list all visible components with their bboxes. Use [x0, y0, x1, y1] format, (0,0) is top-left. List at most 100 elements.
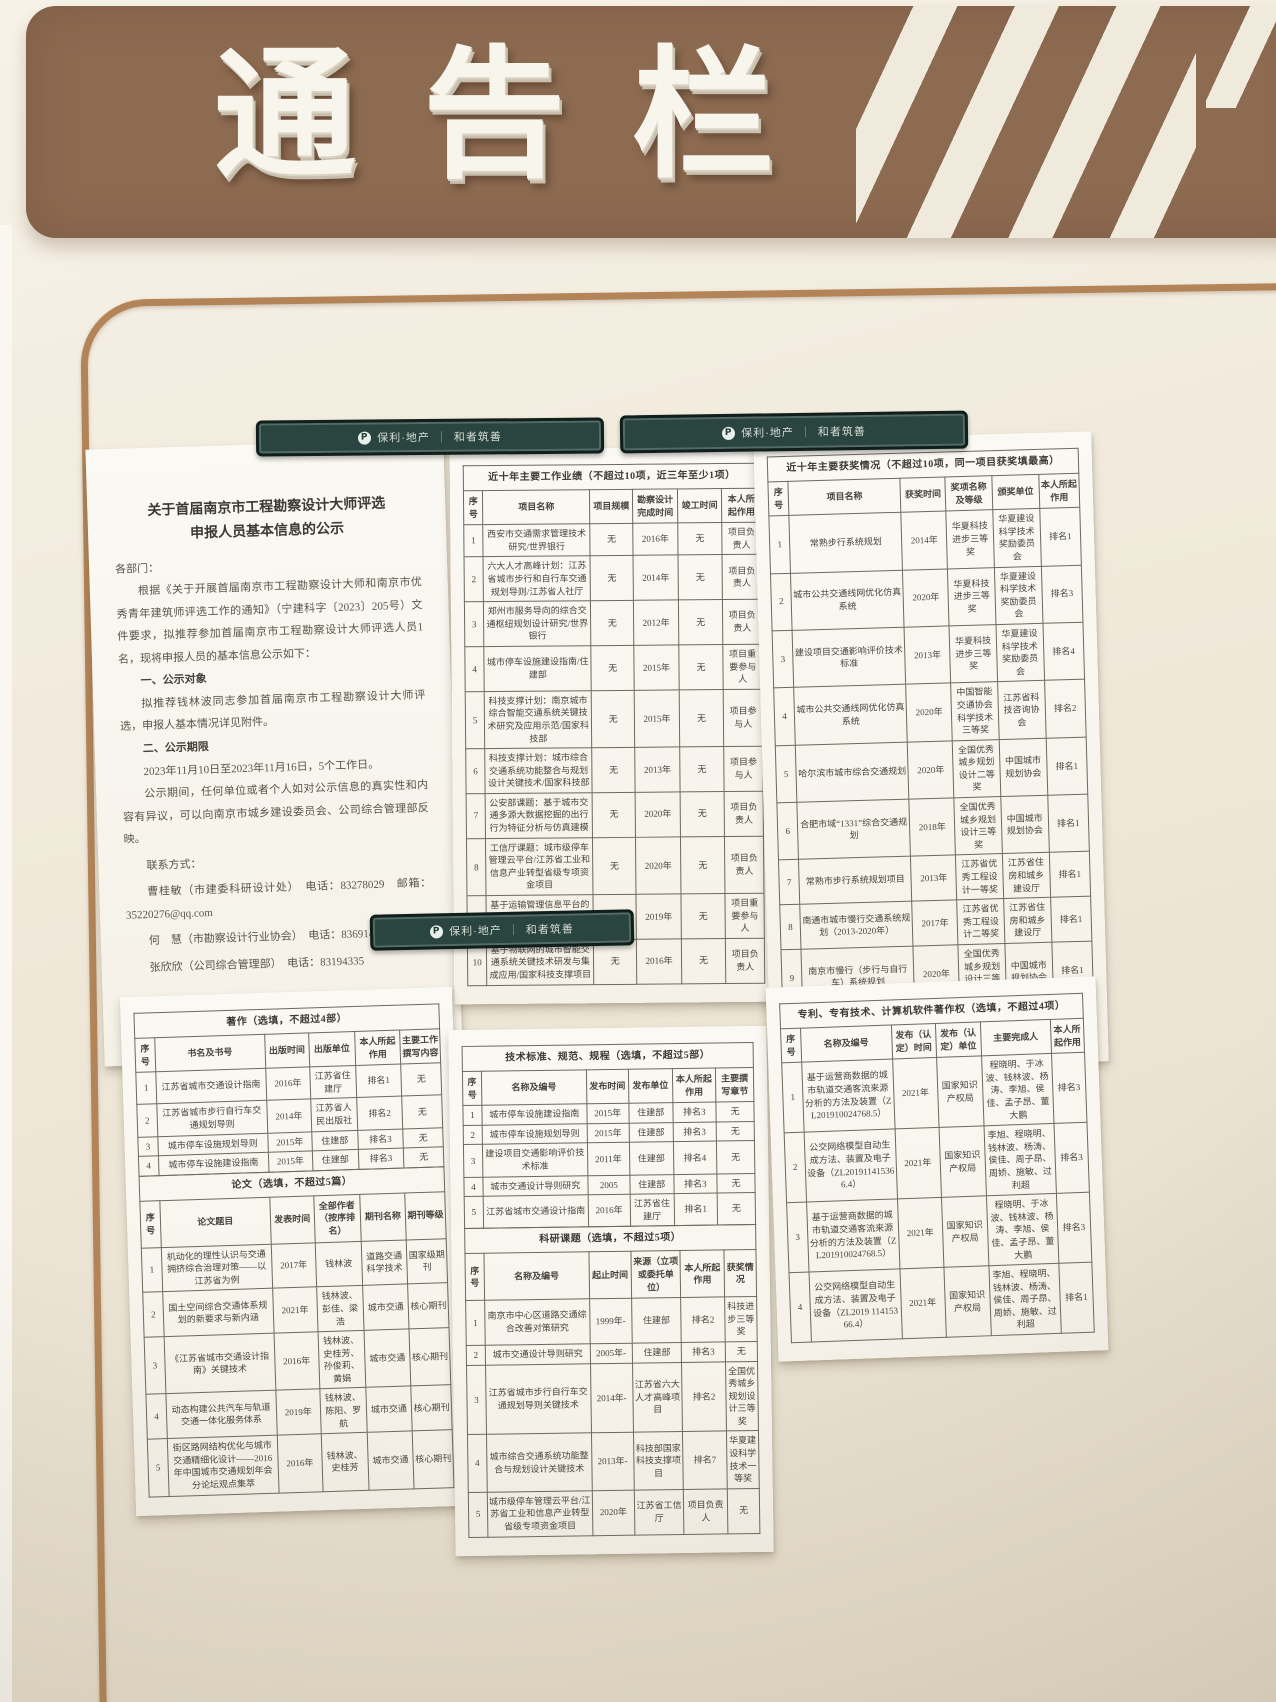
table-cell: 2005年-	[589, 1343, 633, 1364]
letter-section2-line2: 公示期间，任何单位或者个人如对公示信息的真实性和内容有异议，可以向南京市城乡建设…	[122, 779, 430, 846]
table-row: 3 郑州市服务导向的综合交通枢纽规划设计研究/世界银行无 2012年无项目负责人	[464, 599, 762, 647]
table-cell: 国家级期刊	[406, 1238, 448, 1285]
table-cell: 华夏建设科学技术奖励委员会	[995, 623, 1045, 682]
table-cell: 排名1	[1050, 896, 1092, 943]
table-row: 3 建设项目交通影响评价技术标准 2013年 华夏科技进步三等奖 华夏建设科学技术奖励委…	[772, 622, 1085, 689]
table-cell: 华夏建设科学技术奖励委员会	[992, 508, 1041, 568]
table-cell: 科技进步三等奖	[724, 1296, 758, 1342]
table-cell: 江苏省六大人才高峰项目	[632, 1362, 683, 1433]
table-row: 4 公交网络模型自动生成方法、装置及电子设备（ZL2019 11415366.4）…	[789, 1262, 1095, 1343]
table-cell: 街区路网结构优化与城市交通精细化设计——2016年中国城市交通规划年会分论坛观点…	[167, 1435, 279, 1497]
table-cell: 5	[468, 1492, 488, 1538]
table-cell: 无	[591, 690, 635, 748]
poly-logo-icon: P	[358, 431, 372, 445]
column-header: 勘察设计完成时间	[632, 488, 678, 524]
table-cell: 城市交通设计导则研究	[485, 1343, 591, 1365]
column-header: 本人所起作用	[1038, 473, 1080, 509]
table-cell: 基于运营商数据的城市轨道交通客流来源分析的方法及装置（ZL20191002476…	[801, 1059, 895, 1133]
table-cell: 江苏省城市步行自行车交通规划导则关键技术	[485, 1363, 592, 1435]
table-cell: 2015年	[634, 644, 680, 691]
table-cell: 4	[463, 1176, 484, 1197]
table-cell: 华夏科技进步三等奖	[949, 624, 998, 684]
table-cell: 2013年	[904, 625, 951, 685]
table-cell: 项目参与人	[723, 688, 763, 747]
table-cell: 华夏建设科学技术奖励委员会	[994, 565, 1043, 625]
column-header: 主要工作撰写内容	[399, 1028, 441, 1065]
table-row: 1 西安市交通需求管理技术研究/世界银行无 2016年无项目负责人	[463, 522, 762, 558]
table-row: 5 江苏省城市交通设计指南 2016年 江苏省住建厅 排名1 无	[464, 1192, 756, 1229]
table-cell: 住建部	[628, 1102, 673, 1124]
table-cell: 2020年	[907, 740, 955, 800]
sign-char-3: 栏	[632, 33, 774, 198]
table-row: 4 城市公共交通线网优化仿真系统 2020年 中国智能交通协会科学技术三等奖 江苏省科技…	[773, 679, 1087, 746]
table-cell: 南通市城市慢行交通系统规划（2013-2020年）	[799, 901, 914, 950]
table-cell: 排名1	[355, 1064, 403, 1098]
table-cell: 城市级停车管理云平台/江苏省工业和信息产业转型省级专项资金项目	[487, 1490, 593, 1537]
notice-board-sign: 通 告 栏	[26, 6, 1276, 238]
table-cell: 动态构建公共汽车与轨道交通一体化服务体系	[165, 1390, 277, 1439]
column-header: 来源（立项或委托单位）	[630, 1250, 681, 1299]
table-cell: 住建部	[629, 1141, 674, 1175]
table-cell: 项目负责人	[722, 599, 762, 645]
table-cell: 1999年-	[589, 1298, 633, 1344]
table-cell: 科技部国家科技支撑项目	[633, 1431, 684, 1491]
table-cell: 钱林波	[315, 1240, 363, 1288]
wall-edge	[0, 225, 12, 1702]
table-cell: 江苏省住房和城乡建设厅	[1003, 897, 1052, 944]
table-cell: 排名3	[1053, 1122, 1090, 1194]
table-cell: 六大人才高峰计划：江苏省城市步行和自行车交通规划导则/江苏省人社厅	[483, 556, 591, 602]
table-cell: 江苏省城市交通设计指南	[483, 1194, 589, 1229]
table-row: 3 江苏省城市步行自行车交通规划导则关键技术 2014年- 江苏省六大人才高峰项目 排名…	[466, 1360, 759, 1435]
standards-table: 技术标准、规范、规程（选填，不超过5部） 序号 名称及编号 发布时间 发布单位 本人所起作…	[462, 1042, 757, 1229]
column-header: 书名及书号	[154, 1034, 266, 1072]
table-cell: 排名3	[1040, 564, 1083, 624]
column-header: 序号	[139, 1200, 162, 1248]
table-cell: 排名2	[356, 1096, 404, 1131]
table-row: 5 城市级停车管理云平台/江苏省工业和信息产业转型省级专项资金项目 2020年 江苏省…	[468, 1488, 760, 1538]
table-cell: 8	[779, 904, 802, 950]
table-cell: 华夏科技进步三等奖	[946, 509, 995, 569]
table-cell: 3	[466, 1364, 487, 1435]
strip-divider: ｜	[507, 924, 520, 937]
table-cell: 排名3	[673, 1173, 718, 1194]
table-cell: 道路交通科学技术	[360, 1239, 408, 1286]
table-row: 2 六大人才高峰计划：江苏省城市步行和自行车交通规划导则/江苏省人社厅无 2014年…	[464, 554, 762, 602]
table-cell: 3	[464, 601, 485, 647]
column-header: 项目规模	[589, 489, 634, 524]
poly-slogan-text: 和者筑善	[817, 425, 866, 439]
poly-brand-text: 保利·地产	[449, 925, 502, 939]
column-header: 论文题目	[159, 1196, 271, 1248]
table-cell: 2013年	[634, 747, 680, 793]
table-cell: 2016年	[273, 1331, 320, 1391]
column-header: 主要完成人	[980, 1019, 1052, 1057]
document-table: 论文（选填，不超过5篇） 序号 论文题目 发表时间 全部作者（按序排名） 期刊名称 期刊等级…	[139, 1166, 455, 1497]
table-cell: 常熟市步行系统规划项目	[798, 856, 912, 905]
column-header: 起止时间	[588, 1251, 632, 1299]
table-row: 3 建设项目交通影响评价技术标准 2011年 住建部 排名4 无	[463, 1140, 755, 1178]
column-header: 发布（认定）单位	[934, 1021, 982, 1058]
table-cell: 1	[141, 1247, 163, 1293]
sign-char-1: 通	[214, 33, 356, 198]
papers-table: 论文（选填，不超过5篇） 序号 论文题目 发表时间 全部作者（按序排名） 期刊名称 期刊等级…	[139, 1166, 455, 1497]
table-cell: 钱林波、陈阳、罗航	[319, 1387, 367, 1434]
table-row: 1 南京市中心区道路交通综合改善对策研究 1999年- 住建部 排名2 科技进步三等奖	[465, 1296, 758, 1346]
table-cell: 2015年	[634, 689, 680, 748]
column-header: 本人所起作用	[354, 1030, 402, 1066]
poly-brand-text: 保利·地产	[377, 432, 430, 445]
patents-paper: 专利、专有技术、计算机软件著作权（选填，不超过4项） 序号 名称及编号 发布（认定）时…	[765, 976, 1109, 1362]
table-row: 6 科技支撑计划：城市综合交通系统功能整合与规划设计关键技术/国家科技部无 2013…	[465, 746, 764, 794]
table-cell: 排名3	[357, 1128, 404, 1150]
poly-logo-icon: P	[722, 426, 736, 440]
table-cell: 国家知识产权局	[940, 1195, 989, 1268]
table-cell: 3	[786, 1202, 809, 1273]
document-table: 著作（选填，不超过4部） 序号 书名及书号 出版时间 出版单位 本人所起作用 主要工作撰写内…	[133, 1003, 444, 1177]
announcement-letter-paper: 关于首届南京市工程勘察设计大师评选 申报人员基本信息的公示 各部门： 根据《关于…	[85, 438, 463, 1067]
column-header: 本人所起作用	[680, 1250, 725, 1298]
awards-table: 近十年主要获奖情况（不超过10项，同一项目获奖填最高） 序号 项目名称 获奖时间 奖项名…	[767, 448, 1096, 1053]
table-row: 1 常熟步行系统规划 2014年 华夏科技进步三等奖 华夏建设科学技术奖励委员会 排名1	[768, 507, 1082, 574]
table-cell: 2	[142, 1291, 164, 1338]
column-header: 序号	[462, 1071, 482, 1106]
strip-divider: ｜	[435, 431, 448, 444]
table-cell: 程晓明、于冰波、钱林波、杨涛、李旭、侯佳、孟子昂、董大鹏	[986, 1193, 1059, 1266]
table-cell: 国家知识产权局	[938, 1125, 987, 1198]
